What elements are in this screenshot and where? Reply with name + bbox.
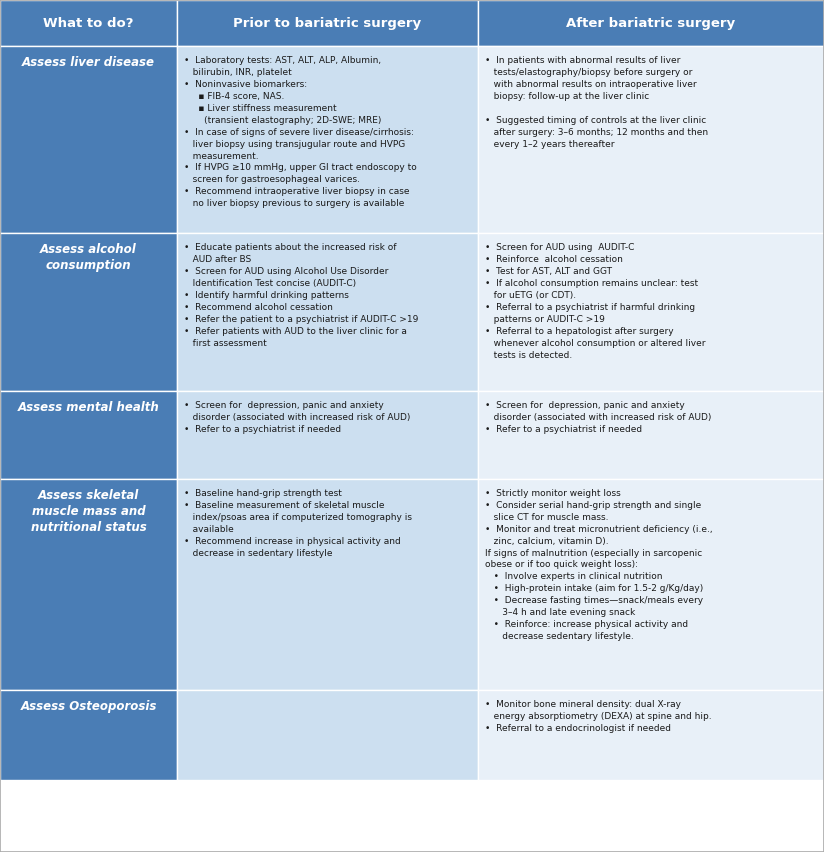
Bar (0, 233, 177, 391)
Bar (177, 690, 478, 780)
Bar (177, 391, 478, 479)
Bar (0, 391, 177, 479)
Text: After bariatric surgery: After bariatric surgery (566, 16, 736, 30)
Bar (0, 479, 177, 690)
Bar (0, 0, 177, 46)
Text: •  Screen for AUD using  AUDIT-C
•  Reinforce  alcohol cessation
•  Test for AST: • Screen for AUD using AUDIT-C • Reinfor… (485, 244, 705, 360)
Text: •  Strictly monitor weight loss
•  Consider serial hand-grip strength and single: • Strictly monitor weight loss • Conside… (485, 489, 713, 641)
Text: •  Screen for  depression, panic and anxiety
   disorder (associated with increa: • Screen for depression, panic and anxie… (485, 401, 711, 434)
Bar (478, 391, 824, 479)
Text: Assess mental health: Assess mental health (17, 401, 160, 414)
Text: •  Educate patients about the increased risk of
   AUD after BS
•  Screen for AU: • Educate patients about the increased r… (184, 244, 419, 348)
Text: •  Monitor bone mineral density: dual X-ray
   energy absorptiometry (DEXA) at s: • Monitor bone mineral density: dual X-r… (485, 700, 712, 733)
Bar (478, 690, 824, 780)
Text: Assess skeletal
muscle mass and
nutritional status: Assess skeletal muscle mass and nutritio… (30, 489, 147, 534)
Bar (478, 233, 824, 391)
Text: •  Screen for  depression, panic and anxiety
   disorder (associated with increa: • Screen for depression, panic and anxie… (184, 401, 410, 434)
Bar (478, 46, 824, 233)
Text: What to do?: What to do? (44, 16, 133, 30)
Bar (177, 46, 478, 233)
Bar (177, 479, 478, 690)
Bar (0, 690, 177, 780)
Text: •  Baseline hand-grip strength test
•  Baseline measurement of skeletal muscle
 : • Baseline hand-grip strength test • Bas… (184, 489, 412, 557)
Text: •  In patients with abnormal results of liver
   tests/elastography/biopsy befor: • In patients with abnormal results of l… (485, 56, 708, 148)
Text: Assess Osteoporosis: Assess Osteoporosis (21, 700, 157, 713)
Text: •  Laboratory tests: AST, ALT, ALP, Albumin,
   bilirubin, INR, platelet
•  Noni: • Laboratory tests: AST, ALT, ALP, Album… (184, 56, 417, 208)
Bar (177, 0, 478, 46)
Text: Assess alcohol
consumption: Assess alcohol consumption (40, 244, 137, 273)
Text: Assess liver disease: Assess liver disease (22, 56, 155, 69)
Bar (478, 479, 824, 690)
Text: Prior to bariatric surgery: Prior to bariatric surgery (233, 16, 422, 30)
Bar (177, 233, 478, 391)
Bar (478, 0, 824, 46)
Bar (0, 46, 177, 233)
